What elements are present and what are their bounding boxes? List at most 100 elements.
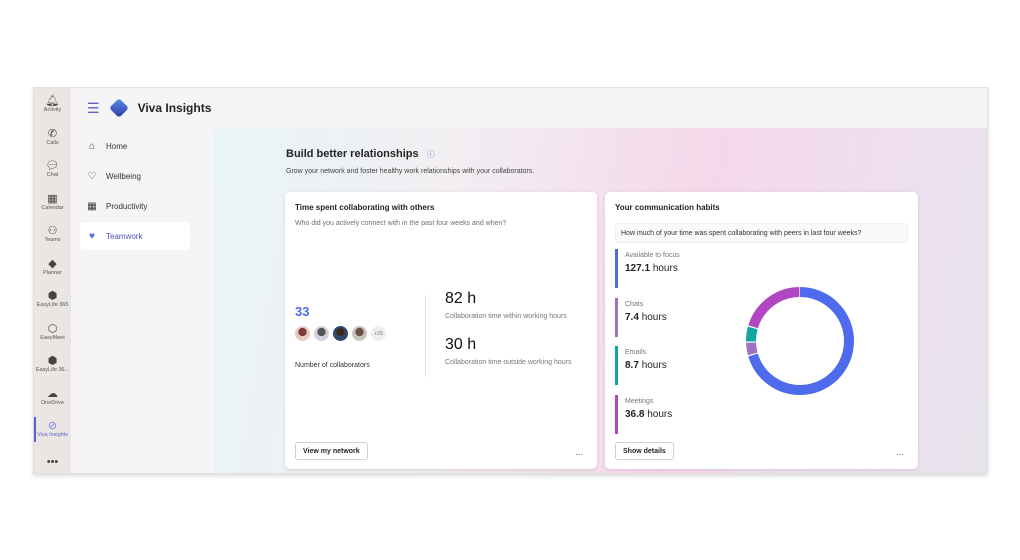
heart-icon: ♡ [87, 170, 97, 182]
more-apps-icon: ••• [46, 455, 59, 468]
nav-item-productivity[interactable]: ▦ Productivity [80, 192, 190, 220]
rail-label: Planner [43, 269, 62, 276]
count-label: Number of collaborators [295, 362, 370, 369]
teams-icon: ⚇ [47, 225, 58, 238]
legend-value: 36.8 [625, 408, 645, 420]
phone-icon: ✆ [47, 127, 58, 140]
legend-item: Emails 8.7 hours [615, 346, 667, 385]
nav-label: Home [106, 141, 128, 151]
rail-label: Activity [43, 107, 62, 114]
card-title: Time spent collaborating with others [295, 203, 435, 212]
divider [425, 295, 426, 377]
rail-label: Viva Insights [36, 432, 69, 439]
rail-item-calls[interactable]: ✆ Calls [34, 121, 71, 154]
app-header: ☰ Viva Insights [71, 88, 987, 128]
avatar [333, 326, 348, 341]
question-text: How much of your time was spent collabor… [615, 223, 908, 243]
nav-label: Teamwork [106, 231, 143, 241]
within-hours-value: 82 h [445, 290, 477, 307]
show-details-button[interactable]: Show details [615, 442, 674, 460]
legend-item: Chats 7.4 hours [615, 297, 667, 337]
legend-label: Meetings [625, 397, 654, 405]
rail-item-easymeet[interactable]: ⬡ EasyMeet [34, 316, 71, 349]
donut-chart [746, 287, 854, 395]
rail-item-teams[interactable]: ⚇ Teams [34, 218, 71, 251]
legend-unit: hours [647, 408, 673, 420]
view-my-network-button[interactable]: View my network [295, 442, 368, 460]
outside-hours-stat: 30 h Collaboration time outside working … [445, 336, 585, 368]
chat-icon: 💬︎ [45, 160, 60, 173]
teamwork-icon: ♥ [89, 230, 95, 242]
viva-insights-icon: ⊘ [47, 420, 58, 433]
within-hours-stat: 82 h Collaboration time within working h… [445, 290, 595, 322]
outside-hours-label: Collaboration time outside working hours [445, 359, 572, 366]
card-subtitle: Who did you actively connect with in the… [295, 220, 507, 227]
nav-item-wellbeing[interactable]: ♡ Wellbeing [80, 162, 190, 190]
nav-label: Wellbeing [106, 171, 141, 181]
rail-label: Calendar [41, 204, 64, 211]
side-nav: ⌂ Home ♡ Wellbeing ▦ Productivity ♥ Teamwork [80, 132, 190, 252]
donut-slice-available-to-focus[interactable] [746, 287, 854, 395]
rail-item-more[interactable]: ••• [34, 446, 71, 474]
legend-label: Chats [625, 300, 644, 308]
rail-label: Chat [46, 172, 59, 179]
planner-icon: ◆ [48, 257, 57, 270]
collaborator-count: 33 [295, 304, 310, 319]
nav-item-teamwork[interactable]: ♥ Teamwork [80, 222, 190, 250]
avatar [314, 326, 329, 341]
donut-slice-emails[interactable] [746, 287, 854, 395]
rail-item-activity[interactable]: 🔔︎ Activity [34, 88, 71, 121]
legend-value: 7.4 [625, 311, 639, 323]
rail-label: EasyLife 36... [35, 367, 70, 374]
legend-label: Available to focus [625, 252, 680, 259]
home-icon: ⌂ [88, 140, 96, 152]
legend-unit: hours [652, 263, 678, 274]
avatar [295, 326, 310, 341]
app-title: Viva Insights [137, 101, 212, 115]
app-rail: 🔔︎ Activity ✆ Calls 💬︎ Chat ▦ Calendar ⚇ Teams ◆ Pl… [34, 88, 71, 473]
rail-label: EasyMeet [40, 334, 65, 341]
legend-unit: hours [641, 311, 667, 323]
rail-label: OneDrive [40, 399, 65, 406]
legend-unit: hours [641, 360, 667, 371]
more-options-icon[interactable]: ... [575, 447, 583, 457]
collaboration-card: Time spent collaborating with others Who… [285, 192, 597, 469]
rail-label: Calls [46, 139, 59, 146]
calendar-icon: ▦ [87, 200, 97, 212]
calendar-icon: ▦ [47, 192, 58, 205]
rail-item-easylife-36-[interactable]: ⬢ EasyLife 36... [34, 348, 71, 381]
legend-value: 127.1 [625, 263, 651, 274]
card-title: Your communication habits [615, 203, 720, 212]
cloud-icon: ☁ [47, 387, 58, 400]
rail-item-easylife-365[interactable]: ⬢ EasyLife 365 [34, 283, 71, 316]
legend-label: Emails [625, 349, 647, 356]
rail-item-planner[interactable]: ◆ Planner [34, 251, 71, 284]
easylife-icon: ⬢ [47, 290, 58, 303]
rail-item-onedrive[interactable]: ☁ OneDrive [34, 381, 71, 414]
page-title: Build better relationships [286, 148, 419, 160]
legend-item: Meetings 36.8 hours [615, 394, 673, 434]
page-subtitle: Grow your network and foster healthy wor… [286, 168, 535, 175]
within-hours-label: Collaboration time within working hours [445, 313, 567, 320]
hamburger-menu-icon[interactable]: ☰ [87, 99, 100, 116]
rail-item-calendar[interactable]: ▦ Calendar [34, 186, 71, 219]
main-content: Build better relationships ⓘ Grow your ne… [214, 128, 987, 473]
easymeet-icon: ⬡ [47, 322, 58, 335]
more-options-icon[interactable]: ... [896, 447, 904, 457]
outside-hours-value: 30 h [445, 336, 477, 353]
info-icon[interactable]: ⓘ [426, 149, 435, 159]
avatar-group[interactable]: +29 [295, 326, 386, 341]
rail-item-chat[interactable]: 💬︎ Chat [34, 153, 71, 186]
viva-insights-logo-icon [108, 98, 129, 118]
communication-habits-card: Your communication habits How much of yo… [605, 192, 918, 469]
nav-item-home[interactable]: ⌂ Home [80, 132, 190, 160]
avatar [352, 326, 367, 341]
legend-item: Available to focus 127.1 hours [615, 249, 680, 288]
rail-item-viva-insights[interactable]: ⊘ Viva Insights [34, 413, 71, 446]
easylife2-icon: ⬢ [47, 355, 58, 368]
more-collaborators-badge: +29 [371, 326, 386, 341]
rail-label: EasyLife 365 [36, 302, 69, 309]
teams-window: 🔔︎ Activity ✆ Calls 💬︎ Chat ▦ Calendar ⚇ Teams ◆ Pl… [33, 87, 988, 474]
nav-label: Productivity [106, 201, 148, 211]
bell-icon: 🔔︎ [45, 95, 60, 108]
